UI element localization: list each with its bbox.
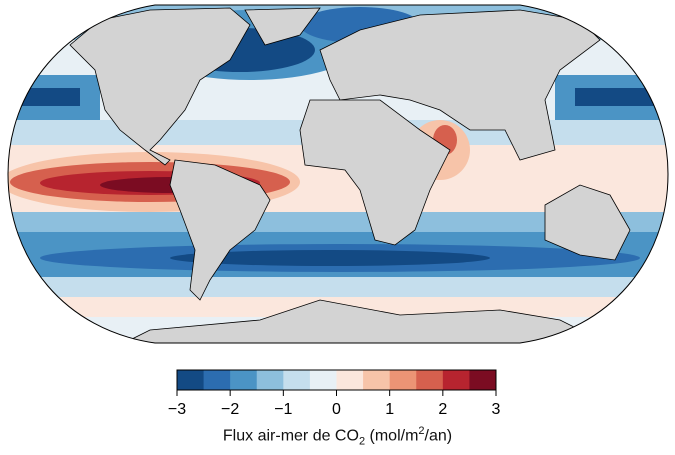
colorbar-tick-label: 3: [492, 401, 501, 418]
colorbar-tick-label: 0: [332, 401, 341, 418]
colorbar-tick-label: −1: [274, 401, 292, 418]
colorbar-bin: [177, 370, 205, 390]
label-text: Flux air-mer de CO: [222, 427, 359, 445]
colorbar-bin: [230, 370, 258, 390]
ocean-flux-field: [8, 5, 668, 343]
label-unit: (mol/m: [365, 427, 419, 445]
colorbar-bin: [309, 370, 337, 390]
eurasia: [319, 9, 601, 161]
colorbar-tick-label: −2: [221, 401, 239, 418]
colorbar-bin: [283, 370, 311, 390]
greenland: [244, 7, 321, 46]
colorbar-bin: [416, 370, 444, 390]
colorbar-bin: [363, 370, 391, 390]
world-map: [7, 4, 669, 344]
label-subscript: 2: [358, 435, 366, 448]
south-america: [169, 159, 271, 301]
colorbar-bin: [442, 370, 470, 390]
australia: [544, 184, 631, 261]
colorbar-label: Flux air-mer de CO2 (mol/m2/an): [0, 425, 675, 448]
africa: [299, 99, 451, 246]
colorbar-bin: [256, 370, 284, 390]
colorbar: −3 −2 −1 0 1 2 3: [168, 369, 501, 418]
colorbar-tick-label: 2: [438, 401, 447, 418]
colorbar-bin: [336, 370, 364, 390]
colorbar-bin: [203, 370, 231, 390]
colorbar-bin: [469, 370, 497, 390]
colorbar-bin: [389, 370, 417, 390]
land-masses: [69, 7, 631, 343]
label-unit-end: /an): [424, 427, 453, 445]
colorbar-tick-label: 1: [385, 401, 394, 418]
map-border: [7, 4, 669, 344]
colorbar-tick-label: −3: [168, 401, 186, 418]
label-superscript: 2: [418, 425, 425, 437]
north-america: [69, 7, 251, 166]
